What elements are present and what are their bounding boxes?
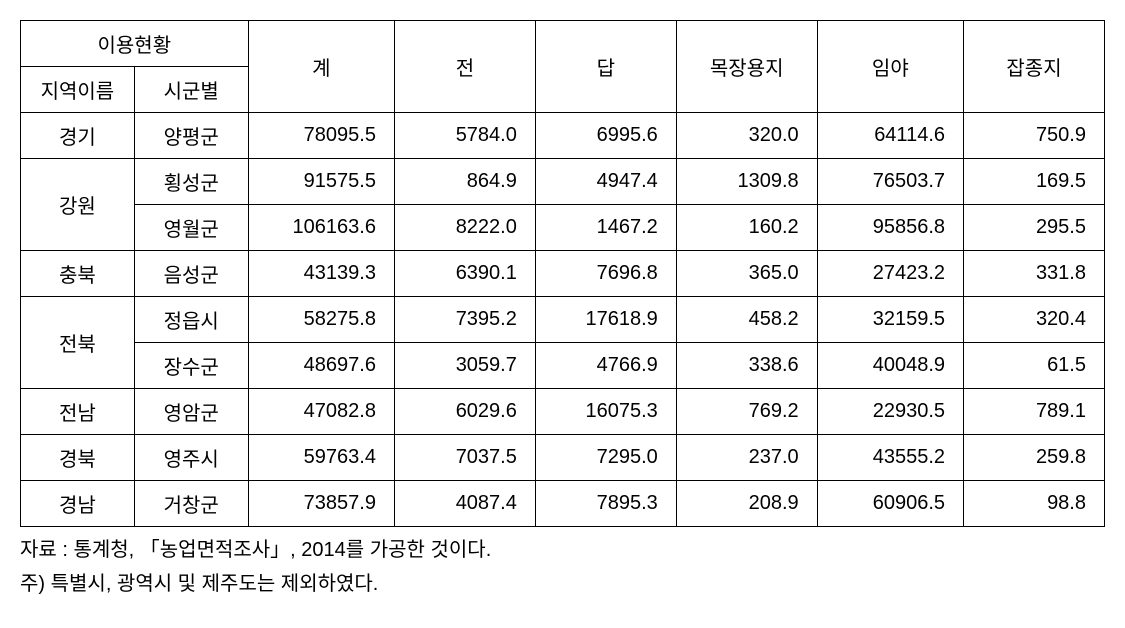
cell-value: 338.6: [676, 343, 817, 389]
cell-value: 6995.6: [535, 113, 676, 159]
cell-value: 864.9: [394, 159, 535, 205]
cell-region: 경남: [21, 481, 135, 527]
cell-value: 789.1: [964, 389, 1105, 435]
cell-value: 8222.0: [394, 205, 535, 251]
cell-value: 5784.0: [394, 113, 535, 159]
header-c4: 답: [535, 21, 676, 113]
cell-value: 160.2: [676, 205, 817, 251]
cell-value: 32159.5: [817, 297, 963, 343]
source-note: 자료 : 통계청, 「농업면적조사」, 2014를 가공한 것이다.: [20, 533, 1105, 567]
table-body: 경기양평군78095.55784.06995.6320.064114.6750.…: [21, 113, 1105, 527]
table-row: 전남영암군47082.86029.616075.3769.222930.5789…: [21, 389, 1105, 435]
header-sub2: 시군별: [134, 67, 248, 113]
cell-value: 295.5: [964, 205, 1105, 251]
table-row: 전북정읍시58275.87395.217618.9458.232159.5320…: [21, 297, 1105, 343]
table-notes: 자료 : 통계청, 「농업면적조사」, 2014를 가공한 것이다. 주) 특별…: [20, 533, 1105, 601]
cell-value: 43555.2: [817, 435, 963, 481]
cell-region: 충북: [21, 251, 135, 297]
cell-county: 영암군: [134, 389, 248, 435]
cell-value: 7696.8: [535, 251, 676, 297]
cell-region: 경기: [21, 113, 135, 159]
cell-value: 7395.2: [394, 297, 535, 343]
cell-county: 음성군: [134, 251, 248, 297]
cell-value: 237.0: [676, 435, 817, 481]
cell-county: 정읍시: [134, 297, 248, 343]
cell-value: 64114.6: [817, 113, 963, 159]
cell-value: 458.2: [676, 297, 817, 343]
table-row: 영월군106163.68222.01467.2160.295856.8295.5: [21, 205, 1105, 251]
cell-value: 4766.9: [535, 343, 676, 389]
cell-value: 365.0: [676, 251, 817, 297]
cell-value: 22930.5: [817, 389, 963, 435]
cell-county: 영주시: [134, 435, 248, 481]
header-group: 이용현황: [21, 21, 249, 67]
cell-value: 17618.9: [535, 297, 676, 343]
cell-value: 59763.4: [248, 435, 394, 481]
footnote: 주) 특별시, 광역시 및 제주도는 제외하였다.: [20, 567, 1105, 601]
cell-value: 48697.6: [248, 343, 394, 389]
cell-value: 3059.7: [394, 343, 535, 389]
cell-value: 169.5: [964, 159, 1105, 205]
header-c6: 임야: [817, 21, 963, 113]
table-header: 이용현황 계 전 답 목장용지 임야 잡종지 지역이름 시군별: [21, 21, 1105, 113]
cell-region: 경북: [21, 435, 135, 481]
cell-value: 106163.6: [248, 205, 394, 251]
cell-county: 거창군: [134, 481, 248, 527]
table-row: 강원횡성군91575.5864.94947.41309.876503.7169.…: [21, 159, 1105, 205]
cell-value: 16075.3: [535, 389, 676, 435]
cell-value: 61.5: [964, 343, 1105, 389]
cell-value: 7295.0: [535, 435, 676, 481]
cell-value: 320.0: [676, 113, 817, 159]
land-use-table: 이용현황 계 전 답 목장용지 임야 잡종지 지역이름 시군별 경기양평군780…: [20, 20, 1105, 527]
header-total: 계: [248, 21, 394, 113]
table-row: 장수군48697.63059.74766.9338.640048.961.5: [21, 343, 1105, 389]
cell-county: 영월군: [134, 205, 248, 251]
cell-value: 98.8: [964, 481, 1105, 527]
table-row: 경북영주시59763.47037.57295.0237.043555.2259.…: [21, 435, 1105, 481]
cell-value: 60906.5: [817, 481, 963, 527]
cell-value: 769.2: [676, 389, 817, 435]
cell-county: 장수군: [134, 343, 248, 389]
cell-value: 4087.4: [394, 481, 535, 527]
cell-value: 78095.5: [248, 113, 394, 159]
header-c3: 전: [394, 21, 535, 113]
cell-value: 6029.6: [394, 389, 535, 435]
cell-value: 40048.9: [817, 343, 963, 389]
cell-value: 73857.9: [248, 481, 394, 527]
cell-value: 47082.8: [248, 389, 394, 435]
cell-value: 331.8: [964, 251, 1105, 297]
table-row: 경남거창군73857.94087.47895.3208.960906.598.8: [21, 481, 1105, 527]
cell-region: 전남: [21, 389, 135, 435]
cell-value: 91575.5: [248, 159, 394, 205]
cell-value: 43139.3: [248, 251, 394, 297]
cell-value: 95856.8: [817, 205, 963, 251]
cell-value: 7895.3: [535, 481, 676, 527]
cell-value: 6390.1: [394, 251, 535, 297]
cell-value: 320.4: [964, 297, 1105, 343]
table-row: 충북음성군43139.36390.17696.8365.027423.2331.…: [21, 251, 1105, 297]
cell-value: 27423.2: [817, 251, 963, 297]
cell-value: 208.9: [676, 481, 817, 527]
table-row: 경기양평군78095.55784.06995.6320.064114.6750.…: [21, 113, 1105, 159]
cell-value: 4947.4: [535, 159, 676, 205]
cell-value: 7037.5: [394, 435, 535, 481]
header-c5: 목장용지: [676, 21, 817, 113]
cell-region: 전북: [21, 297, 135, 389]
cell-value: 76503.7: [817, 159, 963, 205]
cell-value: 259.8: [964, 435, 1105, 481]
cell-value: 1309.8: [676, 159, 817, 205]
cell-region: 강원: [21, 159, 135, 251]
cell-value: 1467.2: [535, 205, 676, 251]
cell-value: 58275.8: [248, 297, 394, 343]
cell-value: 750.9: [964, 113, 1105, 159]
cell-county: 횡성군: [134, 159, 248, 205]
cell-county: 양평군: [134, 113, 248, 159]
header-c7: 잡종지: [964, 21, 1105, 113]
header-sub1: 지역이름: [21, 67, 135, 113]
